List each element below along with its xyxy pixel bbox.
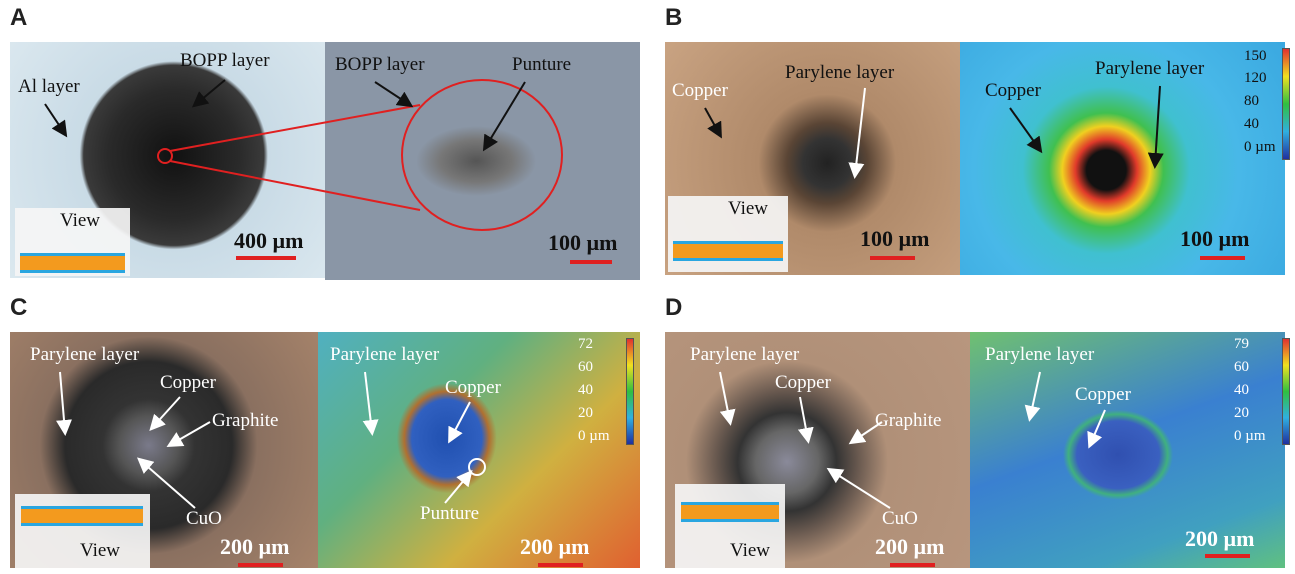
arrows [45, 80, 1160, 165]
puncture-marker [469, 459, 485, 475]
zoom-callout [158, 80, 562, 230]
figure: {"panels":[ {"label":"A","left":{"annota… [0, 0, 1295, 574]
arrows [60, 88, 1105, 508]
arrow-overlay [0, 0, 1295, 574]
